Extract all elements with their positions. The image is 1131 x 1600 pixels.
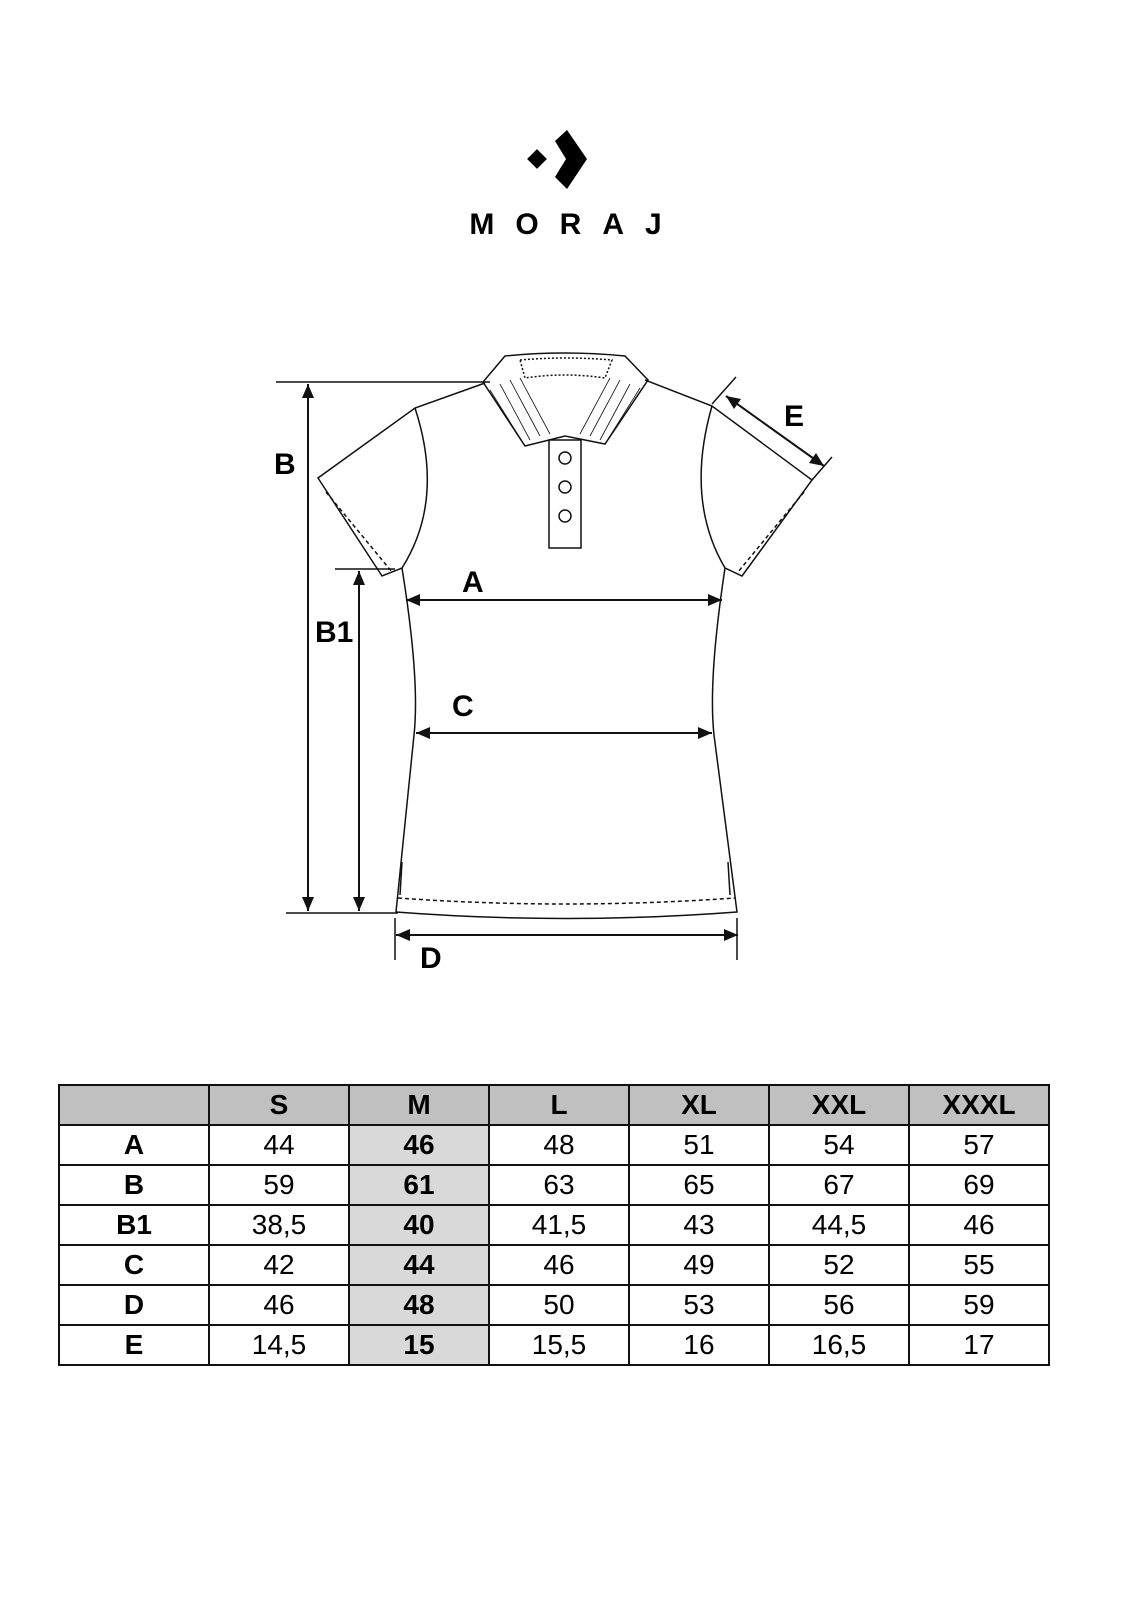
label-a: A bbox=[462, 566, 484, 599]
table-cell: 38,5 bbox=[208, 1204, 350, 1246]
table-row: B1 38,5 40 41,5 43 44,5 46 bbox=[58, 1204, 1050, 1246]
table-cell: 49 bbox=[628, 1244, 770, 1286]
table-cell: 53 bbox=[628, 1284, 770, 1326]
table-cell: 17 bbox=[908, 1324, 1050, 1366]
column-header bbox=[58, 1084, 210, 1126]
table-cell: 51 bbox=[628, 1124, 770, 1166]
column-header: XXL bbox=[768, 1084, 910, 1126]
column-header: L bbox=[488, 1084, 630, 1126]
table-header-row: S M L XL XXL XXXL bbox=[58, 1084, 1050, 1126]
table-cell: 61 bbox=[348, 1164, 490, 1206]
table-cell: 57 bbox=[908, 1124, 1050, 1166]
table-row: B 59 61 63 65 67 69 bbox=[58, 1164, 1050, 1206]
label-e: E bbox=[784, 400, 805, 433]
table-cell: 50 bbox=[488, 1284, 630, 1326]
row-label: A bbox=[58, 1124, 210, 1166]
table-cell: 43 bbox=[628, 1204, 770, 1246]
table-cell: 46 bbox=[488, 1244, 630, 1286]
table-cell: 40 bbox=[348, 1204, 490, 1246]
brand-name: MORAJ bbox=[469, 208, 683, 241]
row-label: D bbox=[58, 1284, 210, 1326]
table-row: E 14,5 15 15,5 16 16,5 17 bbox=[58, 1324, 1050, 1366]
table-cell: 59 bbox=[208, 1164, 350, 1206]
table-row: D 46 48 50 53 56 59 bbox=[58, 1284, 1050, 1326]
table-cell: 52 bbox=[768, 1244, 910, 1286]
table-cell: 65 bbox=[628, 1164, 770, 1206]
row-label: E bbox=[58, 1324, 210, 1366]
polo-shirt-diagram bbox=[276, 352, 833, 960]
label-b: B bbox=[274, 448, 296, 481]
table-cell: 15 bbox=[348, 1324, 490, 1366]
size-table: S M L XL XXL XXXL A 44 46 48 51 54 57 B 59 61 63 65… bbox=[58, 1084, 1050, 1366]
column-header: M bbox=[348, 1084, 490, 1126]
row-label: B1 bbox=[58, 1204, 210, 1246]
table-cell: 69 bbox=[908, 1164, 1050, 1206]
row-label: C bbox=[58, 1244, 210, 1286]
table-cell: 54 bbox=[768, 1124, 910, 1166]
label-c: C bbox=[452, 690, 474, 723]
table-cell: 41,5 bbox=[488, 1204, 630, 1246]
table-cell: 14,5 bbox=[208, 1324, 350, 1366]
table-row: A 44 46 48 51 54 57 bbox=[58, 1124, 1050, 1166]
table-cell: 63 bbox=[488, 1164, 630, 1206]
table-cell: 46 bbox=[348, 1124, 490, 1166]
table-row: C 42 44 46 49 52 55 bbox=[58, 1244, 1050, 1286]
table-cell: 42 bbox=[208, 1244, 350, 1286]
table-cell: 44 bbox=[348, 1244, 490, 1286]
column-header: S bbox=[208, 1084, 350, 1126]
table-cell: 48 bbox=[348, 1284, 490, 1326]
table-cell: 46 bbox=[208, 1284, 350, 1326]
table-cell: 56 bbox=[768, 1284, 910, 1326]
table-cell: 44 bbox=[208, 1124, 350, 1166]
table-cell: 67 bbox=[768, 1164, 910, 1206]
table-cell: 55 bbox=[908, 1244, 1050, 1286]
table-cell: 46 bbox=[908, 1204, 1050, 1246]
column-header: XL bbox=[628, 1084, 770, 1126]
table-cell: 15,5 bbox=[488, 1324, 630, 1366]
table-cell: 59 bbox=[908, 1284, 1050, 1326]
table-cell: 44,5 bbox=[768, 1204, 910, 1246]
label-d: D bbox=[420, 942, 442, 975]
row-label: B bbox=[58, 1164, 210, 1206]
moraj-logo-icon bbox=[527, 130, 587, 189]
table-cell: 48 bbox=[488, 1124, 630, 1166]
table-cell: 16,5 bbox=[768, 1324, 910, 1366]
label-b1: B1 bbox=[315, 616, 354, 649]
table-cell: 16 bbox=[628, 1324, 770, 1366]
column-header: XXXL bbox=[908, 1084, 1050, 1126]
